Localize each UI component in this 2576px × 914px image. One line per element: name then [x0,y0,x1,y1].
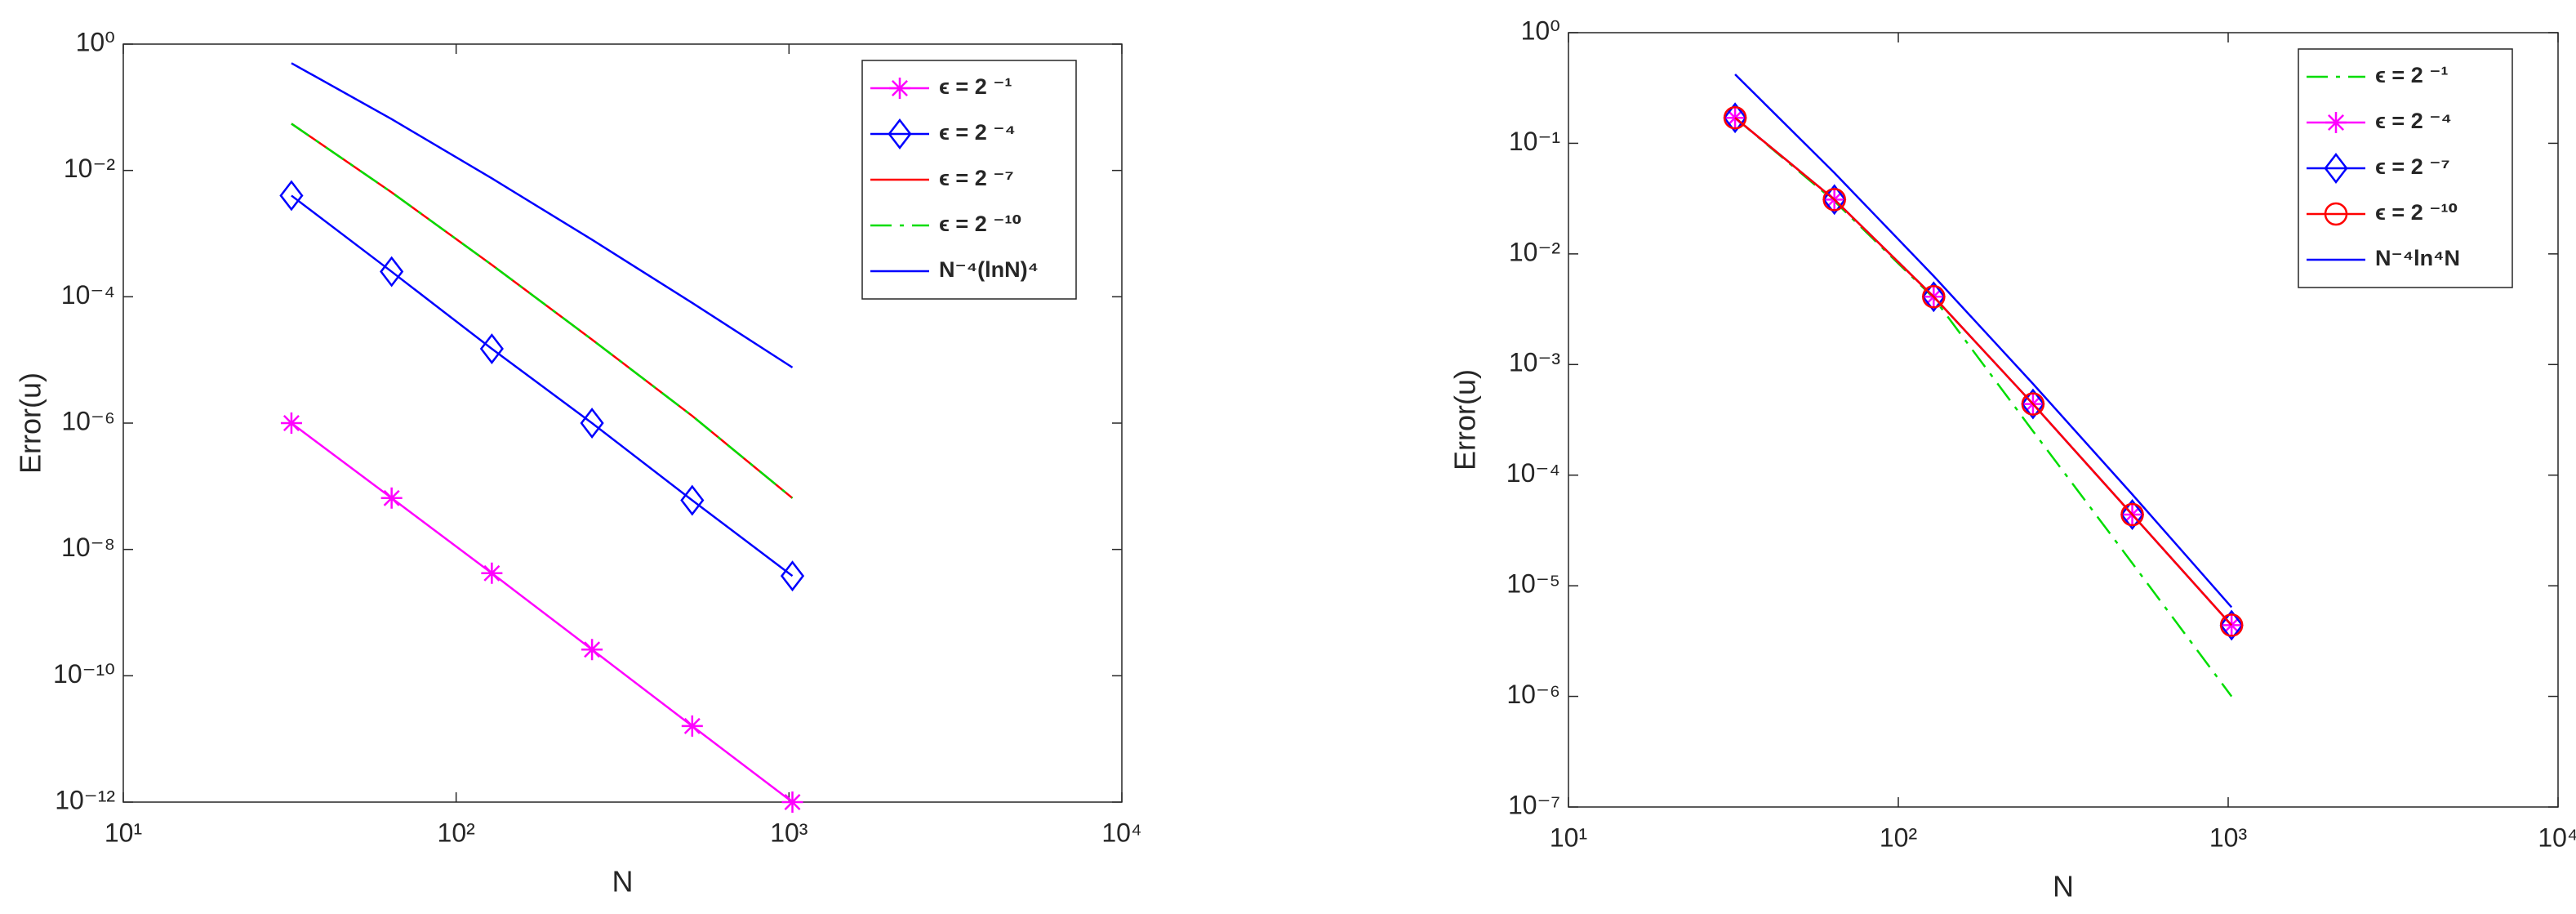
x-tick-label: 10² [438,818,476,847]
y-tick-label: 10⁻² [1509,237,1560,266]
marker-diamond [2021,388,2045,420]
marker-asterisk [481,562,503,584]
y-tick-label: 10⁻⁷ [1508,790,1560,819]
y-tick-label: 10⁻² [64,154,115,183]
marker-circle [1822,188,1846,212]
marker-diamond [479,333,504,364]
x-tick-label: 10² [1880,823,1918,852]
marker-asterisk [781,791,803,813]
legend-label: N⁻⁴ln⁴N [2375,246,2460,270]
legend-label: ϵ = 2 ⁻⁴ [939,120,1016,145]
series-line [1734,74,2233,609]
y-tick-label: 10⁻⁸ [61,533,115,562]
marker-diamond [888,118,912,149]
series-line [291,194,794,577]
marker-asterisk [581,639,603,661]
marker-circle [1922,285,1946,309]
marker-diamond [1921,281,1946,313]
marker-diamond [2324,153,2348,184]
axes: 10¹ 10² 10³ 10⁴ 10⁰ 10⁻² 10⁻⁴ 10⁻⁶ 10⁻⁸ 10⁻¹⁰ 10⁻¹… [14,27,1142,898]
marker-asterisk [2325,112,2347,133]
x-axis-label: N [612,865,634,898]
legend-label: ϵ = 2 ⁻⁷ [2375,154,2450,179]
legend-label: ϵ = 2 ⁻¹ [2375,63,2448,87]
marker-circle [2219,613,2244,637]
series-line [291,123,794,499]
marker-circle [2324,202,2348,226]
series-line [291,421,794,803]
x-axis-label: N [2053,870,2074,903]
legend-label: N⁻⁴(lnN)⁴ [939,257,1039,282]
legend-label: ϵ = 2 ⁻¹⁰ [939,212,1021,236]
marker-circle [2120,502,2144,527]
legend-label: ϵ = 2 ⁻⁴ [2375,109,2452,133]
legend-label: ϵ = 2 ⁻¹⁰ [2375,200,2458,225]
y-tick-label: 10⁻¹⁰ [53,659,115,689]
x-tick-label: 10¹ [1550,823,1587,852]
x-tick-label: 10³ [770,818,808,847]
marker-diamond [680,484,705,516]
marker-asterisk [280,412,302,434]
y-tick-label: 10⁰ [1521,16,1560,45]
marker-diamond [1723,102,1747,134]
marker-diamond [780,560,805,592]
marker-circle [1723,105,1747,130]
x-tick-label: 10⁴ [1101,818,1141,847]
legend-label: ϵ = 2 ⁻⁷ [939,166,1014,190]
legend: ϵ = 2 ⁻¹ ϵ = 2 ⁻⁴ ϵ = 2 ⁻⁷ ϵ = 2 ⁻¹⁰ N⁻⁴ln⁴N [2298,48,2513,288]
y-axis-label: Error(u) [1448,369,1482,470]
legend-label: ϵ = 2 ⁻¹ [939,74,1012,99]
y-tick-label: 10⁻¹ [1509,127,1560,156]
series-line [1734,117,2233,698]
x-tick-label: 10⁴ [2538,823,2576,852]
marker-diamond [2219,609,2244,641]
series-line [291,62,794,368]
y-tick-label: 10⁻⁶ [1506,680,1560,709]
marker-circle [2021,392,2045,416]
marker-asterisk [380,487,403,509]
y-axis-label: Error(u) [14,372,47,474]
marker-diamond [279,180,304,212]
legend: ϵ = 2 ⁻¹ ϵ = 2 ⁻⁴ ϵ = 2 ⁻⁷ ϵ = 2 ⁻¹⁰ N⁻⁴(lnN… [861,60,1077,300]
y-tick-label: 10⁻⁴ [1506,458,1560,488]
y-tick-label: 10⁻³ [1509,348,1560,377]
marker-diamond [580,408,604,439]
y-tick-label: 10⁻⁵ [1506,569,1560,599]
x-tick-label: 10³ [2209,823,2248,852]
marker-asterisk [681,715,703,737]
y-tick-label: 10⁻¹² [55,785,115,814]
marker-diamond [380,256,404,288]
x-tick-label: 10¹ [105,818,142,847]
y-tick-label: 10⁻⁴ [61,280,115,310]
marker-asterisk [889,78,910,99]
y-tick-label: 10⁻⁶ [61,406,115,435]
axes: 10¹ 10² 10³ 10⁴ 10⁰ 10⁻¹ 10⁻² 10⁻³ 10⁻⁴ 10⁻⁵ 10⁻⁶ 1… [1448,16,2576,903]
marker-asterisk [1724,107,1746,129]
marker-diamond [2120,499,2145,530]
series-line [1734,117,2233,626]
y-tick-label: 10⁰ [76,27,115,56]
